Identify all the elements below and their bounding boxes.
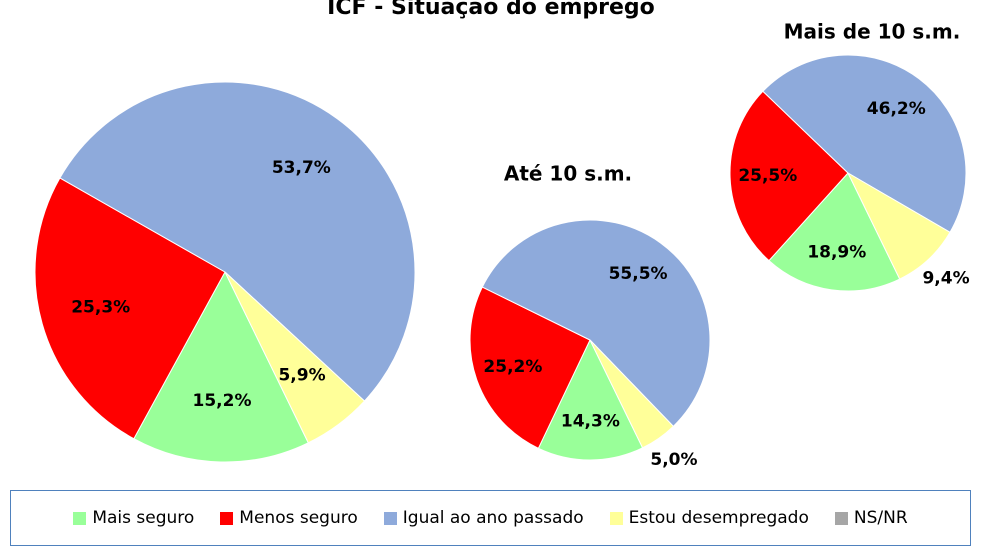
legend-swatch [383,511,397,525]
pie-slice [729,90,849,262]
pie-slice [768,172,901,292]
pie-slice [537,338,644,461]
pie-title: Até 10 s.m. [504,162,632,186]
data-label: 15,2% [193,391,252,411]
legend: Mais seguro Menos seguro Igual ao ano pass… [10,490,971,546]
pie-title: Mais de 10 s.m. [784,20,961,44]
data-label: 5,9% [278,366,325,386]
pie-slice [469,286,591,449]
pie-slice [481,219,711,428]
chart-title: ICF - Situação do emprego [327,0,655,20]
pie-slice [59,81,416,402]
legend-label: Igual ao ano passado [402,508,584,528]
legend-item: Menos seguro [220,508,358,528]
pie-slice [589,339,675,449]
pie-slice [846,171,951,280]
legend-label: NS/NR [853,508,908,528]
data-label: 46,2% [867,99,926,119]
data-label: 9,4% [922,268,969,288]
data-label: 14,3% [561,412,620,432]
legend-swatch [834,511,848,525]
chart: ICF - Situação do emprego Até 10 s.m. Ma… [34,0,970,470]
pie-slice [762,54,967,233]
data-label: 18,9% [807,242,866,262]
legend-label: Menos seguro [239,508,358,528]
pie-slice [133,270,309,463]
legend-swatch [609,511,623,525]
data-label: 5,0% [650,450,697,470]
data-label: 25,5% [738,166,797,186]
legend-item: Igual ao ano passado [383,508,584,528]
legend-item: Mais seguro [73,508,194,528]
pie-slice [224,271,366,444]
legend-swatch [220,511,234,525]
data-label: 55,5% [609,264,668,284]
legend-item: Estou desempregado [609,508,809,528]
legend-item: NS/NR [834,508,908,528]
data-label: 25,2% [483,357,542,377]
legend-label: Estou desempregado [628,508,809,528]
data-label: 53,7% [272,158,331,178]
pie-slice [34,177,226,440]
legend-label: Mais seguro [92,508,195,528]
legend-swatch [73,511,87,525]
data-label: 25,3% [71,297,130,317]
